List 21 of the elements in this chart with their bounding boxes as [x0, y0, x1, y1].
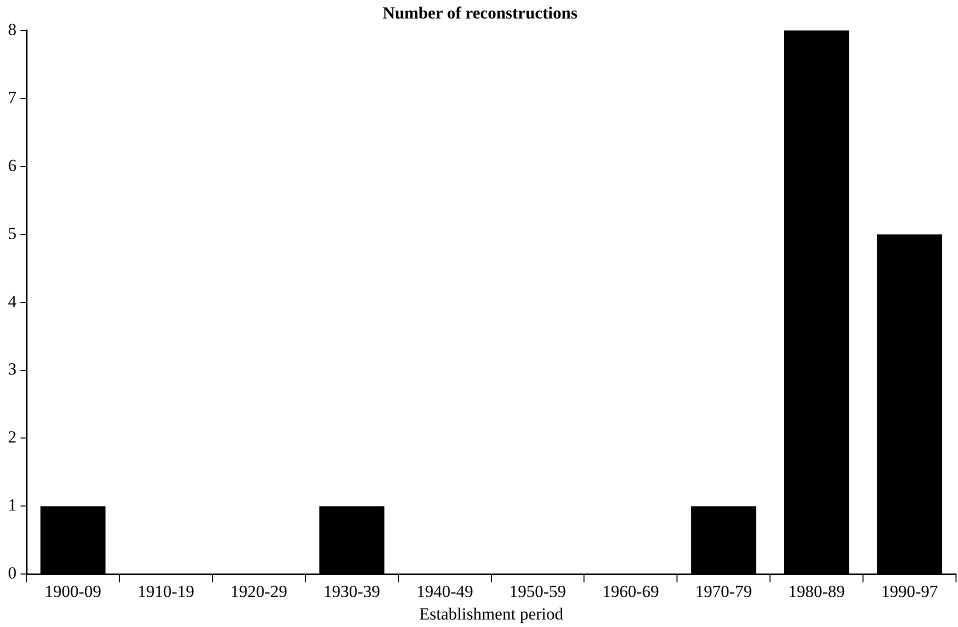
- y-tick-label: 2: [8, 428, 16, 447]
- y-tick-label: 7: [8, 88, 17, 107]
- x-tick-label: 1910-19: [138, 582, 194, 601]
- x-tick-label: 1920-29: [230, 582, 288, 601]
- x-tick-label: 1930-39: [323, 582, 380, 601]
- y-tick-label: 3: [8, 360, 16, 379]
- y-tick-label: 8: [8, 20, 16, 39]
- x-tick-label: 1950-59: [509, 582, 566, 601]
- x-tick-label: 1900-09: [44, 582, 102, 601]
- y-tick-label: 5: [8, 224, 16, 243]
- y-tick-label: 1: [8, 496, 16, 515]
- x-tick-label: 1980-89: [788, 582, 845, 601]
- chart-title: Number of reconstructions: [382, 4, 578, 23]
- y-tick-label: 4: [8, 292, 17, 311]
- x-tick-label: 1960-69: [602, 582, 660, 601]
- y-tick-label: 6: [8, 156, 16, 175]
- x-axis-title: Establishment period: [419, 604, 564, 624]
- y-tick-label: 0: [8, 564, 16, 583]
- x-tick-label: 1970-79: [695, 582, 752, 601]
- x-tick-label: 1990-97: [881, 582, 938, 601]
- x-tick-label: 1940-49: [416, 582, 474, 601]
